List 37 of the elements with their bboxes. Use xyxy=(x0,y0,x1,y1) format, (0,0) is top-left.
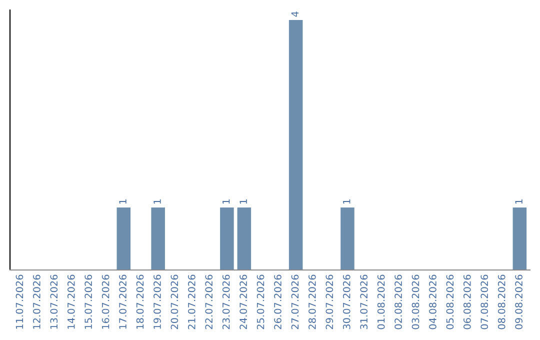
x-tick-label: 05.08.2026 xyxy=(446,274,454,330)
data-label: 1 xyxy=(119,199,126,204)
x-tick-label: 14.07.2026 xyxy=(67,274,75,329)
x-tick-label: 11.07.2026 xyxy=(16,274,24,329)
x-tick-label: 29.07.2026 xyxy=(326,274,334,330)
x-tick-label: 17.07.2026 xyxy=(119,274,126,329)
x-tick-label: 31.07.2026 xyxy=(360,274,368,330)
x-tick-label: 22.07.2026 xyxy=(205,274,213,330)
data-label: 1 xyxy=(222,199,230,204)
x-tick-label: 01.08.2026 xyxy=(377,274,385,330)
x-tick-label: 03.08.2026 xyxy=(412,274,420,330)
data-label: 1 xyxy=(343,199,350,204)
x-tick-label: 16.07.2026 xyxy=(102,274,110,329)
data-label: 1 xyxy=(154,199,161,204)
x-tick-label: 09.08.2026 xyxy=(515,274,522,330)
x-tick-label: 15.07.2026 xyxy=(84,274,92,329)
x-tick-label: 12.07.2026 xyxy=(33,274,40,329)
x-tick-label: 27.07.2026 xyxy=(291,274,299,330)
x-tick-label: 18.07.2026 xyxy=(136,274,144,329)
x-tick-label: 26.07.2026 xyxy=(274,274,282,330)
x-tick-label: 21.07.2026 xyxy=(188,274,196,330)
x-tick-label: 04.08.2026 xyxy=(429,274,436,330)
x-tick-label: 30.07.2026 xyxy=(342,274,350,330)
data-label: 4 xyxy=(291,12,299,17)
x-tick-label: 07.08.2026 xyxy=(480,274,488,330)
x-tick-label: 13.07.2026 xyxy=(50,274,58,329)
data-label: 1 xyxy=(240,199,247,204)
x-tick-label: 20.07.2026 xyxy=(170,274,178,330)
x-tick-label: 08.08.2026 xyxy=(498,274,506,330)
x-tick-label: 28.07.2026 xyxy=(308,274,316,330)
x-tick-label: 23.07.2026 xyxy=(222,274,230,330)
x-tick-label: 06.08.2026 xyxy=(463,274,471,330)
x-tick-label: 25.07.2026 xyxy=(256,274,264,330)
x-tick-label: 19.07.2026 xyxy=(154,274,161,329)
data-label: 1 xyxy=(515,199,522,204)
x-tick-label: 24.07.2026 xyxy=(240,274,247,330)
x-tick-label: 02.08.2026 xyxy=(394,274,402,330)
